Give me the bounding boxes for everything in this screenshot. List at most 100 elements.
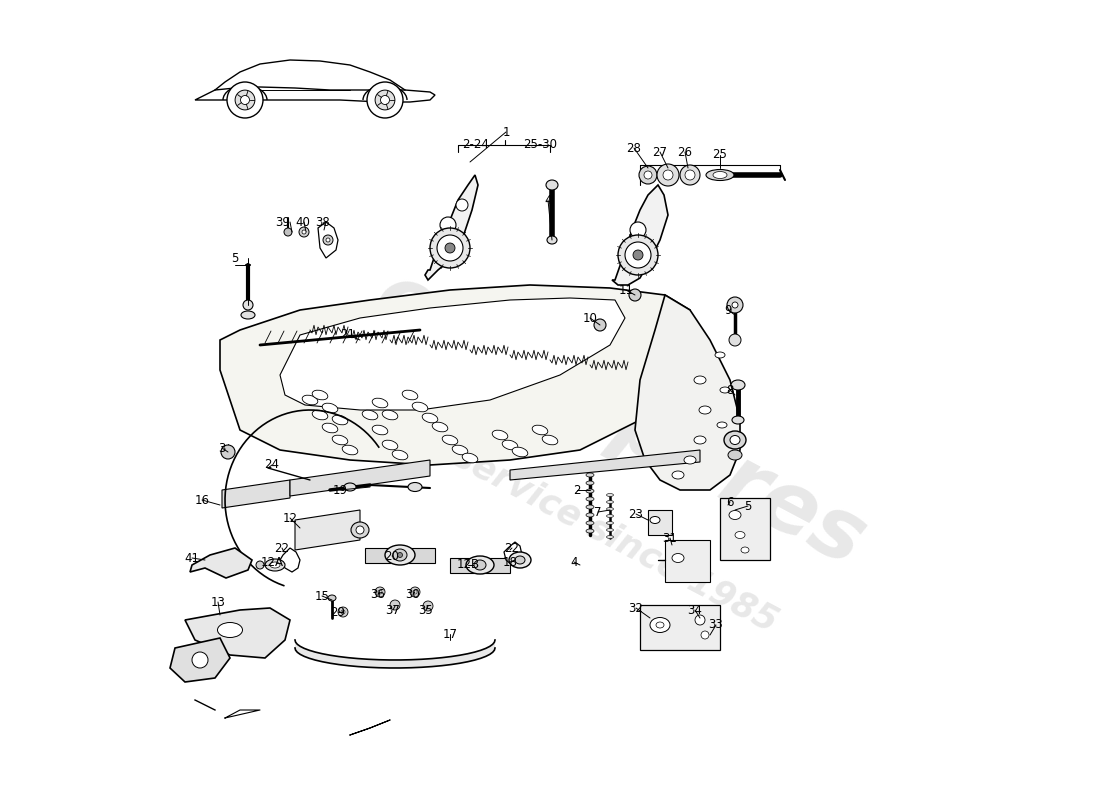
Text: a service since 1985: a service since 1985 [416, 422, 783, 638]
Circle shape [341, 610, 345, 614]
Ellipse shape [243, 300, 253, 310]
Ellipse shape [442, 435, 458, 445]
Polygon shape [504, 542, 522, 565]
Ellipse shape [728, 450, 743, 460]
Ellipse shape [542, 435, 558, 445]
Text: 8: 8 [726, 383, 734, 397]
Ellipse shape [672, 554, 684, 562]
Circle shape [299, 227, 309, 237]
Circle shape [632, 250, 644, 260]
Polygon shape [185, 608, 290, 658]
Ellipse shape [312, 390, 328, 400]
Ellipse shape [650, 618, 670, 633]
Text: 15: 15 [315, 590, 329, 602]
Polygon shape [222, 480, 290, 508]
Ellipse shape [547, 236, 557, 244]
Polygon shape [290, 460, 430, 496]
Polygon shape [190, 548, 252, 578]
Text: 4: 4 [544, 194, 552, 206]
Circle shape [326, 238, 330, 242]
Circle shape [594, 319, 606, 331]
Ellipse shape [382, 410, 398, 420]
Ellipse shape [332, 415, 348, 425]
Circle shape [618, 235, 658, 275]
Ellipse shape [606, 522, 614, 525]
Text: 32: 32 [628, 602, 643, 614]
Circle shape [644, 171, 652, 179]
Text: 11: 11 [618, 283, 634, 297]
Circle shape [630, 222, 646, 238]
Text: 4: 4 [570, 555, 578, 569]
Text: 2: 2 [573, 483, 581, 497]
Ellipse shape [322, 423, 338, 433]
Circle shape [192, 652, 208, 668]
Circle shape [663, 170, 673, 180]
Ellipse shape [586, 529, 594, 533]
Circle shape [446, 243, 455, 253]
Circle shape [381, 95, 389, 105]
Text: 12A: 12A [261, 555, 284, 569]
Ellipse shape [452, 445, 468, 455]
Circle shape [367, 82, 403, 118]
Text: 29: 29 [330, 606, 345, 618]
Polygon shape [635, 295, 740, 490]
Ellipse shape [328, 595, 336, 601]
Polygon shape [170, 638, 230, 682]
Polygon shape [640, 605, 720, 650]
Ellipse shape [724, 431, 746, 449]
Ellipse shape [241, 311, 255, 319]
Circle shape [378, 590, 382, 594]
Ellipse shape [606, 507, 614, 510]
Ellipse shape [322, 403, 338, 413]
Ellipse shape [586, 497, 594, 501]
Ellipse shape [694, 376, 706, 384]
Ellipse shape [372, 398, 388, 408]
Text: 6: 6 [726, 495, 734, 509]
Circle shape [695, 615, 705, 625]
Polygon shape [648, 510, 672, 535]
Text: 24: 24 [264, 458, 279, 471]
Polygon shape [450, 558, 510, 573]
Circle shape [456, 199, 468, 211]
Text: 34: 34 [688, 603, 703, 617]
Circle shape [430, 228, 470, 268]
Circle shape [221, 445, 235, 459]
Circle shape [241, 95, 250, 105]
Ellipse shape [546, 180, 558, 190]
Text: 31: 31 [662, 531, 678, 545]
Circle shape [412, 590, 417, 594]
Ellipse shape [515, 556, 525, 564]
Circle shape [701, 631, 710, 639]
Ellipse shape [397, 553, 403, 558]
Polygon shape [295, 510, 360, 550]
Ellipse shape [715, 352, 725, 358]
Text: 16: 16 [195, 494, 209, 506]
Ellipse shape [302, 395, 318, 405]
Ellipse shape [474, 560, 486, 570]
Ellipse shape [382, 440, 398, 450]
Text: 10: 10 [583, 311, 597, 325]
Ellipse shape [412, 402, 428, 412]
Text: 27: 27 [652, 146, 668, 158]
Ellipse shape [385, 545, 415, 565]
Ellipse shape [650, 517, 660, 523]
Text: 13: 13 [210, 595, 225, 609]
Circle shape [732, 302, 738, 308]
Ellipse shape [422, 413, 438, 423]
Ellipse shape [586, 505, 594, 509]
Ellipse shape [265, 559, 285, 571]
Ellipse shape [432, 422, 448, 432]
Ellipse shape [656, 622, 664, 628]
Ellipse shape [684, 456, 696, 464]
Ellipse shape [312, 410, 328, 420]
Text: 30: 30 [406, 587, 420, 601]
Ellipse shape [606, 535, 614, 538]
Ellipse shape [729, 510, 741, 519]
Ellipse shape [372, 425, 388, 435]
Circle shape [657, 164, 679, 186]
Ellipse shape [732, 380, 745, 390]
Circle shape [302, 230, 306, 234]
Text: 41: 41 [185, 551, 199, 565]
Circle shape [390, 600, 400, 610]
Text: 5: 5 [231, 251, 239, 265]
